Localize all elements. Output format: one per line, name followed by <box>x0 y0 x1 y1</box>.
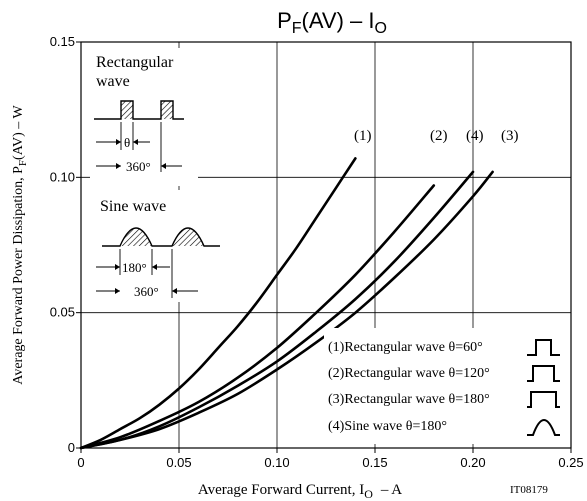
y-tick-label: 0.05 <box>50 305 75 320</box>
inset-rect-title-2: wave <box>96 73 130 90</box>
series-line-1 <box>79 157 357 450</box>
y-tick-label: 0.15 <box>50 34 75 49</box>
x-tick-label: 0.05 <box>166 455 191 470</box>
sine-pulse-icon <box>527 419 560 436</box>
y-tick-label: 0.10 <box>50 169 75 184</box>
series-line-2 <box>79 184 436 450</box>
x-tick-label: 0.20 <box>460 455 485 470</box>
inset-sine-title: Sine wave <box>100 198 166 215</box>
series-line-4 <box>79 170 475 450</box>
figure-code: IT08179 <box>510 484 548 496</box>
curve-label-3: (3) <box>501 128 519 144</box>
curve-label-2: (2) <box>430 128 448 144</box>
curve-label-1: (1) <box>354 128 372 144</box>
rect-pulse-icon-120 <box>527 365 560 382</box>
inset-rect-period-label: 360° <box>126 159 151 174</box>
rect-pulse-icon-60 <box>527 339 560 356</box>
inset-rectangular-wave: Rectangular wave θ 360° <box>90 48 198 186</box>
y-tick-label: 0 <box>68 440 75 455</box>
rect-pulse-icon-180 <box>527 391 560 408</box>
x-tick-label: 0 <box>77 455 84 470</box>
inset-sine-wave: Sine wave 180° 360° <box>90 190 220 302</box>
legend-entry-1: (1)Rectangular wave θ=60° <box>328 340 483 355</box>
series-line-3 <box>79 170 494 450</box>
legend: (1)Rectangular wave θ=60° (2)Rectangular… <box>324 328 568 444</box>
chart-title: PF(AV) – IO <box>277 8 387 37</box>
x-axis-label: Average Forward Current, IO – A <box>198 482 402 501</box>
x-tick-label: 0.15 <box>362 455 387 470</box>
inset-rect-title-1: Rectangular <box>96 54 174 71</box>
inset-theta-label: θ <box>124 135 130 150</box>
y-axis-label: Average Forward Power Dissipation, PF(AV… <box>11 104 29 384</box>
x-tick-label: 0.25 <box>558 455 583 470</box>
plot-frame <box>80 41 572 449</box>
curves <box>79 157 494 450</box>
curve-label-4: (4) <box>466 128 484 144</box>
inset-sine-half-label: 180° <box>122 260 147 275</box>
legend-entry-3: (3)Rectangular wave θ=180° <box>328 392 490 407</box>
x-tick-label: 0.10 <box>264 455 289 470</box>
legend-entry-2: (2)Rectangular wave θ=120° <box>328 366 490 381</box>
ticks: 0 0.05 0.10 0.15 0.20 0.25 0 0.05 0.10 0.15 <box>50 34 584 470</box>
inset-sine-period-label: 360° <box>134 284 159 299</box>
legend-entry-4: (4)Sine wave θ=180° <box>328 419 447 434</box>
